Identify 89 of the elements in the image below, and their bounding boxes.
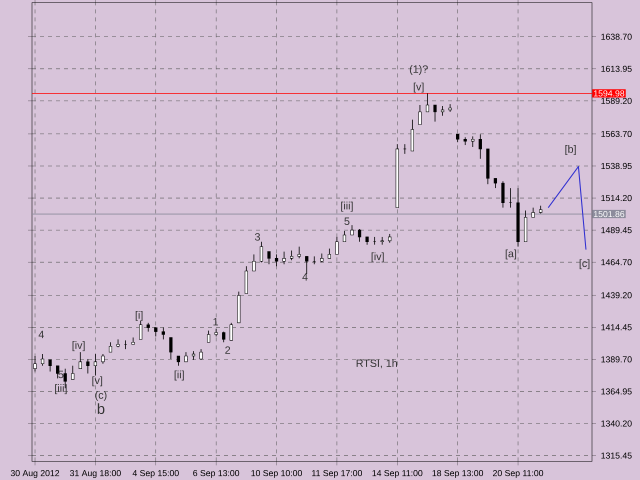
candlestick: [101, 354, 105, 364]
candlestick: [86, 358, 90, 374]
x-tick-label: 20 Sep 11:00: [493, 470, 544, 478]
annotation: 4: [38, 330, 44, 338]
x-tick-label: 30 Aug 2012: [10, 470, 60, 478]
y-tick-label: 1439.20: [601, 292, 632, 298]
y-tick-label: 1464.70: [601, 259, 632, 266]
y-tick-label: 1389.70: [601, 356, 632, 362]
x-tick-label: 31 Aug 18:00: [70, 470, 121, 478]
x-tick-label: 4 Sep 15:00: [132, 470, 179, 478]
annotation: [iii]: [55, 384, 67, 394]
ref-line-label: 1594.98: [594, 90, 624, 96]
candlestick: [298, 246, 301, 259]
candlestick: [108, 342, 112, 353]
candlestick: [139, 320, 142, 340]
candlestick: [282, 251, 286, 265]
candlestick: [260, 241, 264, 263]
candlestick: [532, 207, 535, 218]
candlestick: [56, 365, 60, 379]
y-tick-label: 1340.20: [601, 420, 632, 427]
annotation: RTSI, 1h: [356, 359, 397, 368]
annotation: 3: [254, 233, 260, 241]
x-tick-label: 14 Sep 11:00: [372, 470, 422, 478]
candlestick: [342, 230, 346, 242]
candlestick: [222, 331, 226, 343]
annotation: 4: [302, 273, 308, 281]
candlestick: [94, 354, 98, 376]
annotation: [iv]: [372, 252, 384, 262]
candlestick: [176, 356, 180, 366]
y-tick-label: 1613.95: [601, 66, 632, 72]
candlestick: [199, 348, 203, 360]
candlestick: [440, 106, 444, 116]
candlestick: [471, 136, 474, 148]
candlestick: [40, 354, 44, 366]
annotation: (c): [95, 390, 106, 401]
annotation: 5: [58, 370, 64, 378]
y-tick-label: 1538.95: [601, 162, 632, 170]
y-tick-label: 1414.45: [601, 324, 632, 330]
candlestick: [244, 266, 248, 294]
candlestick: [230, 322, 233, 341]
candlestick: [494, 178, 498, 188]
candlestick: [478, 134, 482, 160]
x-tick-label: 6 Sep 13:00: [193, 470, 240, 478]
y-tick-label: 1589.20: [601, 98, 632, 104]
y-tick-label: 1364.95: [601, 388, 632, 394]
x-tick-label: 11 Sep 17:00: [312, 470, 362, 478]
annotation: [b]: [565, 145, 576, 156]
candlestick: [418, 104, 422, 125]
annotation: [iii]: [341, 202, 353, 212]
candlestick: [267, 251, 271, 265]
y-tick-label: 1563.70: [601, 130, 632, 137]
candlestick: [162, 327, 165, 340]
candlestick: [71, 365, 74, 380]
candlestick: [433, 104, 437, 122]
annotation: [ii]: [174, 370, 184, 380]
candlestick: [274, 254, 278, 267]
annotation: [c]: [580, 259, 590, 270]
y-tick-label: 1489.45: [601, 227, 632, 234]
candlestick: [328, 248, 331, 259]
annotation: 2: [225, 346, 230, 354]
candlestick: [252, 254, 256, 272]
annotation: [iv]: [72, 341, 85, 352]
candlestick: [335, 236, 339, 255]
candlestick: [410, 119, 414, 152]
annotation: b: [98, 403, 104, 414]
annotation: [v]: [92, 376, 102, 386]
y-tick-label: 1514.20: [601, 194, 632, 202]
y-tick-label: 1638.70: [601, 34, 632, 40]
annotation: [a]: [506, 249, 516, 260]
candlestick: [501, 180, 505, 208]
candlestick: [206, 330, 210, 343]
x-tick-label: 10 Sep 10:00: [251, 470, 302, 478]
y-tick-label: 1315.45: [601, 452, 632, 459]
annotation: 5: [344, 218, 350, 225]
annotation: 1: [213, 318, 218, 326]
x-tick-label: 18 Sep 13:00: [432, 470, 484, 478]
candlestick: [48, 359, 52, 372]
candlestick: [169, 337, 172, 360]
candlestick: [350, 224, 354, 236]
ref-line-label: 1501.86: [594, 210, 624, 218]
annotation: [i]: [136, 310, 143, 321]
candlestick: [184, 352, 188, 362]
candlestick: [305, 256, 308, 274]
annotation: (1)?: [410, 65, 428, 75]
candlestick: [358, 228, 362, 242]
candlestick: [426, 92, 430, 112]
candlestick: [78, 352, 82, 370]
annotation: [v]: [414, 82, 424, 93]
candlestick: [290, 250, 294, 261]
